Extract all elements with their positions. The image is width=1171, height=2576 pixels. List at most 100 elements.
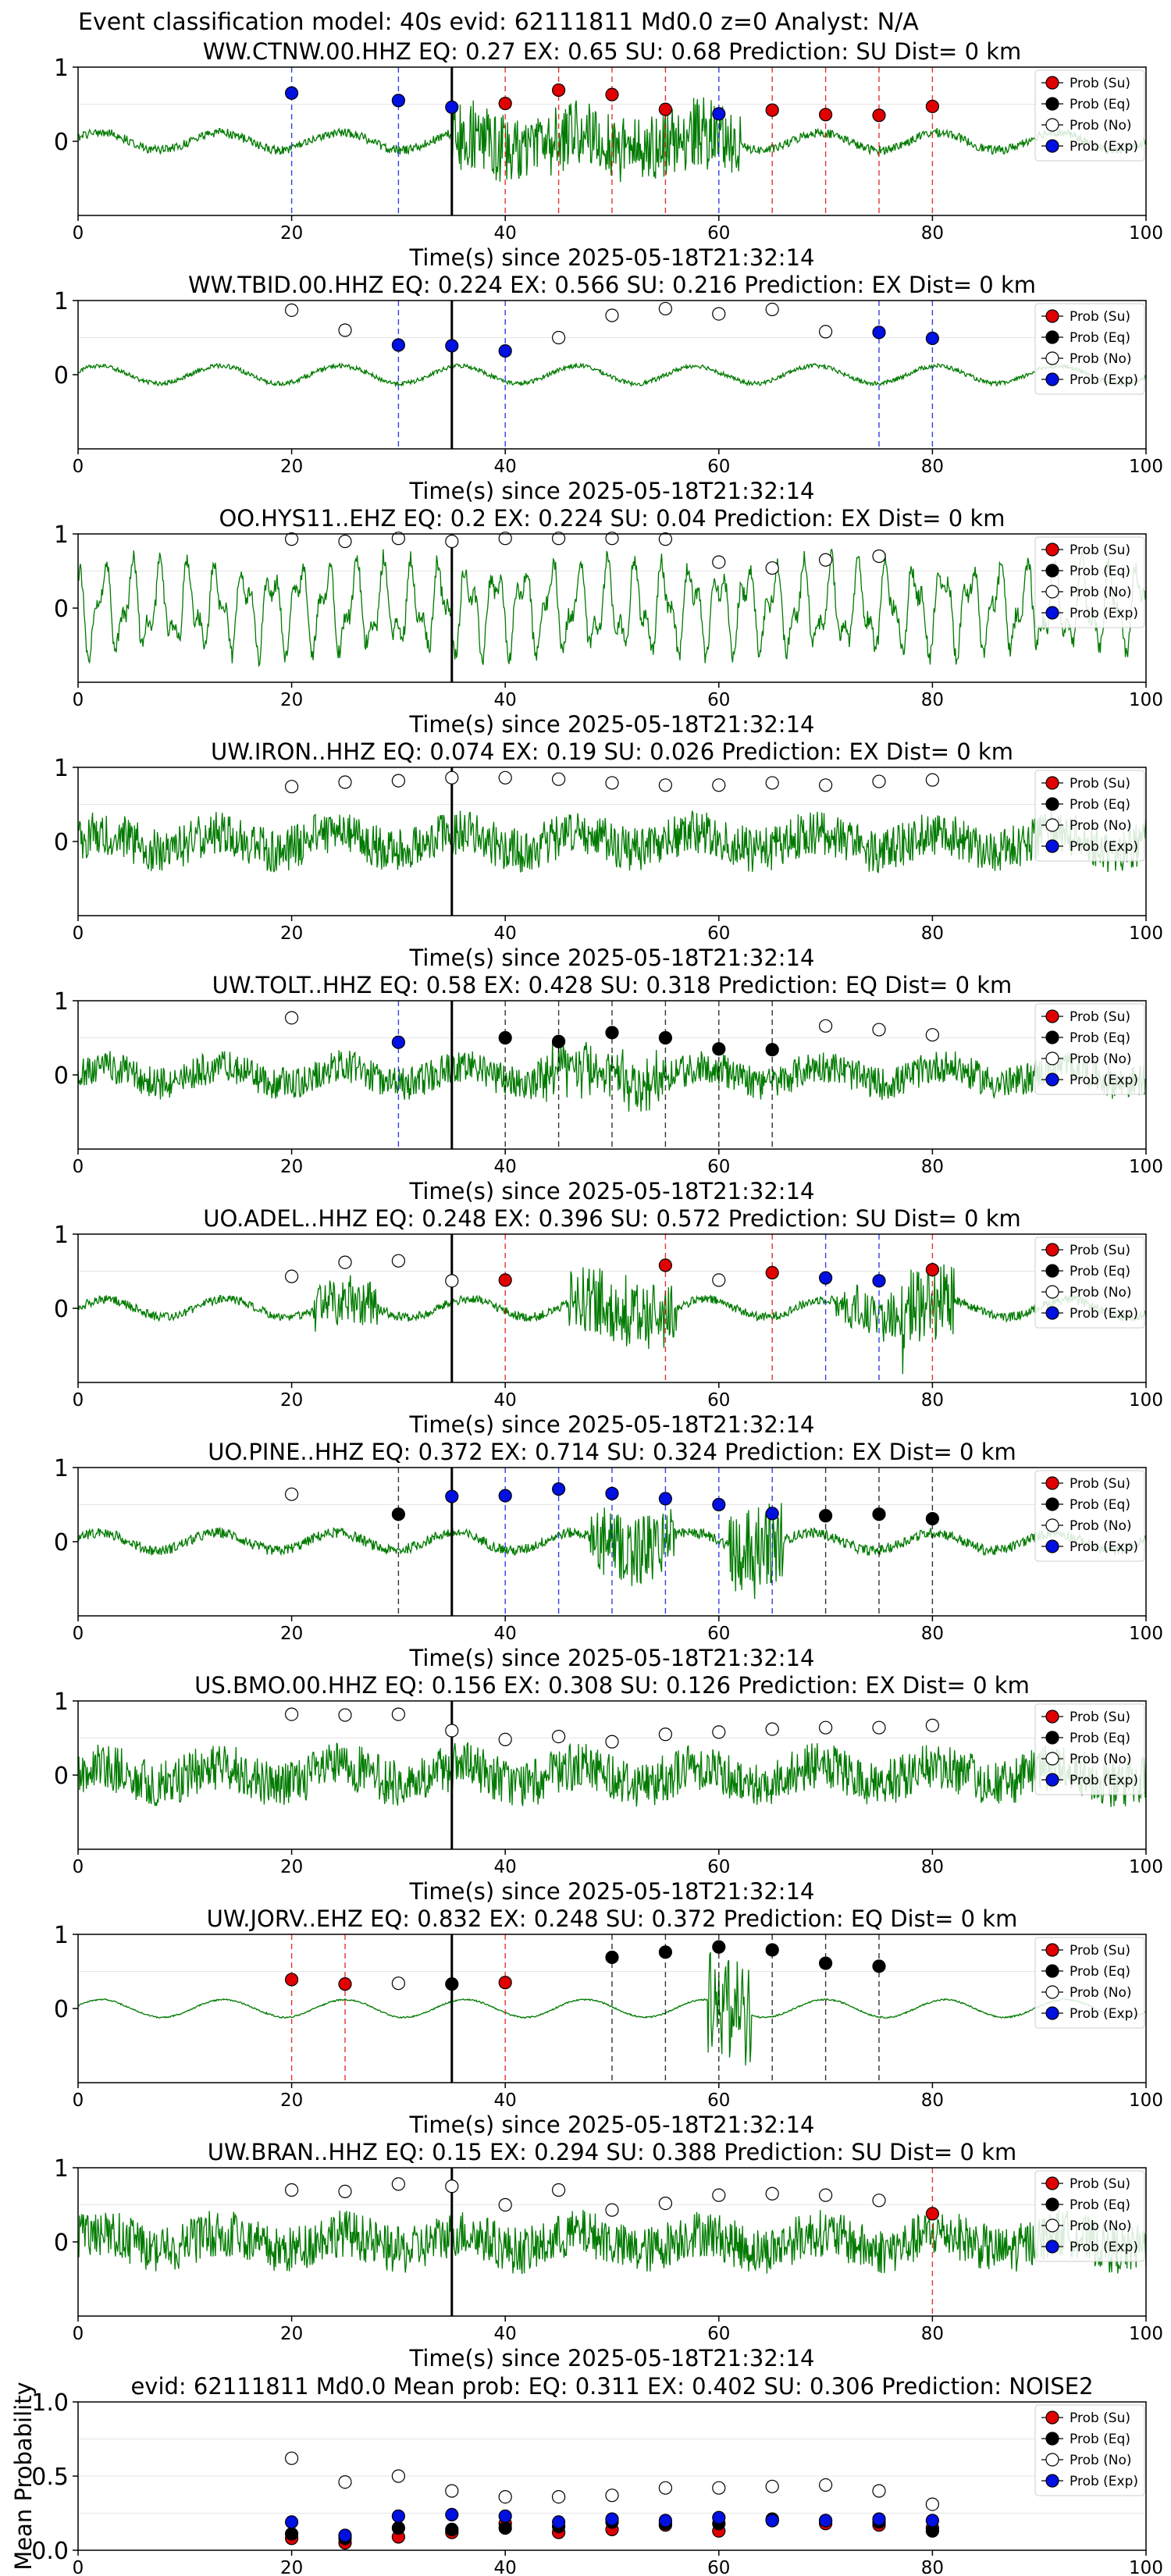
x-tick-label: 20 — [280, 457, 303, 477]
legend-label: Prob (Su) — [1070, 309, 1130, 325]
probability-point — [338, 775, 352, 789]
probability-point — [498, 1489, 512, 1503]
legend-label: Prob (Su) — [1070, 76, 1130, 91]
probability-point — [658, 532, 673, 546]
legend-marker — [1045, 2474, 1059, 2488]
x-tick-label: 0 — [73, 923, 84, 944]
legend-marker — [1045, 1030, 1059, 1044]
probability-point — [765, 103, 779, 117]
x-axis-label: Time(s) since 2025-05-18T21:32:14 — [409, 1645, 815, 1671]
probability-point — [498, 1030, 512, 1045]
legend-marker — [1045, 818, 1059, 832]
mean-probability-point — [445, 2507, 459, 2521]
probability-point — [605, 776, 619, 790]
probability-point — [712, 778, 726, 792]
x-axis-label: Time(s) since 2025-05-18T21:32:14 — [409, 2345, 815, 2371]
probability-point — [551, 83, 566, 98]
x-tick-label: 20 — [280, 1624, 303, 1644]
legend-marker — [1045, 2240, 1059, 2254]
probability-point — [445, 534, 459, 549]
y-tick-label: 1 — [54, 1455, 69, 1482]
legend-label: Prob (Eq) — [1070, 1731, 1130, 1746]
x-tick-label: 80 — [921, 690, 944, 710]
mean-probability-point — [925, 2514, 940, 2528]
probability-point — [765, 1943, 779, 1957]
legend-label: Prob (Eq) — [1070, 2432, 1130, 2447]
legend-marker — [1045, 372, 1059, 386]
legend-marker — [1045, 1476, 1059, 1490]
probability-point — [818, 553, 833, 567]
legend-marker — [1045, 797, 1059, 811]
y-tick-label: 1 — [54, 1222, 69, 1249]
probability-point — [658, 301, 673, 316]
legend-label: Prob (Eq) — [1070, 1264, 1130, 1279]
probability-point — [285, 2183, 299, 2197]
x-tick-label: 100 — [1129, 690, 1163, 710]
legend-label: Prob (Eq) — [1070, 1964, 1130, 1980]
probability-point — [391, 2177, 405, 2191]
probability-point — [765, 561, 779, 575]
probability-point — [605, 1735, 619, 1749]
x-tick-label: 60 — [707, 923, 730, 944]
legend-marker — [1045, 330, 1059, 344]
mean-probability-point — [872, 2512, 886, 2526]
mean-probability-point — [712, 2481, 726, 2495]
probability-point — [338, 1977, 352, 1991]
legend-marker — [1045, 1009, 1059, 1023]
legend-label: Prob (Exp) — [1070, 1073, 1138, 1088]
x-tick-label: 60 — [707, 1624, 730, 1644]
legend-label: Prob (Su) — [1070, 543, 1130, 558]
panel-title: evid: 62111811 Md0.0 Mean prob: EQ: 0.31… — [130, 2373, 1093, 2400]
mean-probability-point — [605, 2512, 619, 2526]
probability-point — [498, 2197, 512, 2212]
legend-label: Prob (Exp) — [1070, 606, 1138, 621]
probability-point — [872, 326, 886, 340]
legend-box — [1034, 1470, 1145, 1562]
probability-point — [658, 1727, 673, 1742]
probability-point — [605, 308, 619, 322]
waveform-trace — [77, 548, 1147, 667]
probability-point — [551, 532, 566, 546]
legend-box — [1034, 2404, 1145, 2496]
probability-point — [658, 102, 673, 116]
panel-10: evid: 62111811 Md0.0 Mean prob: EQ: 0.31… — [10, 2373, 1163, 2576]
legend-marker — [1045, 1285, 1059, 1299]
probability-point — [712, 307, 726, 321]
panel-title: UO.ADEL..HHZ EQ: 0.248 EX: 0.396 SU: 0.5… — [203, 1205, 1021, 1232]
legend-label: Prob (Eq) — [1070, 330, 1130, 346]
panel-title: UW.JORV..EHZ EQ: 0.832 EX: 0.248 SU: 0.3… — [207, 1905, 1018, 1932]
probability-point — [925, 331, 940, 346]
probability-point — [285, 86, 299, 100]
mean-probability-point — [551, 2515, 566, 2529]
probability-point — [285, 1011, 299, 1025]
panel-5: UO.ADEL..HHZ EQ: 0.248 EX: 0.396 SU: 0.5… — [54, 1205, 1163, 1438]
x-tick-label: 80 — [921, 223, 944, 244]
x-axis-label: Time(s) since 2025-05-18T21:32:14 — [409, 1411, 815, 1438]
mean-probability-point — [285, 2515, 299, 2529]
legend-label: Prob (Eq) — [1070, 564, 1130, 579]
y-tick-label: 0 — [54, 829, 69, 856]
waveform-trace — [77, 1041, 1147, 1112]
probability-point — [391, 774, 405, 788]
x-tick-label: 100 — [1129, 1624, 1163, 1644]
legend-label: Prob (Su) — [1070, 2411, 1130, 2426]
probability-point — [658, 1492, 673, 1506]
probability-point — [285, 532, 299, 546]
probability-point — [605, 532, 619, 546]
x-axis-label: Time(s) since 2025-05-18T21:32:14 — [409, 945, 815, 971]
x-tick-label: 60 — [707, 2324, 730, 2344]
x-tick-label: 40 — [494, 1857, 517, 1877]
probability-point — [712, 1042, 726, 1056]
y-tick-label: 0 — [54, 362, 69, 390]
mean-probability-point — [285, 2527, 299, 2541]
x-tick-label: 100 — [1129, 2324, 1163, 2344]
x-tick-label: 20 — [280, 690, 303, 710]
x-axis-label: Time(s) since 2025-05-18T21:32:14 — [409, 711, 815, 738]
x-tick-label: 60 — [707, 1857, 730, 1877]
panel-title: UW.TOLT..HHZ EQ: 0.58 EX: 0.428 SU: 0.31… — [212, 972, 1013, 998]
probability-point — [765, 302, 779, 316]
panel-8: UW.JORV..EHZ EQ: 0.832 EX: 0.248 SU: 0.3… — [54, 1905, 1163, 2138]
panel-title: WW.TBID.00.HHZ EQ: 0.224 EX: 0.566 SU: 0… — [188, 272, 1036, 298]
x-tick-label: 100 — [1129, 2558, 1163, 2576]
probability-point — [391, 1976, 405, 1991]
